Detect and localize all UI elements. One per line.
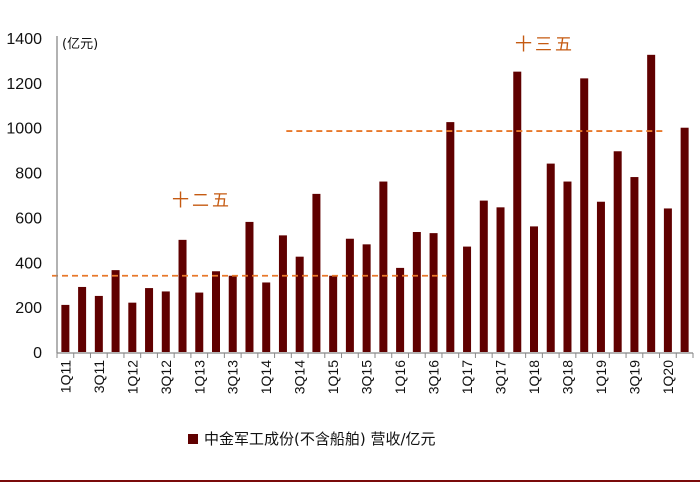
bar-1Q13: [195, 292, 204, 352]
bar-2Q14: [278, 235, 287, 352]
x-tick-label: 1Q19: [593, 360, 609, 394]
bar-3Q14: [295, 256, 304, 352]
bar-2Q11: [78, 286, 87, 352]
bar-3Q13: [228, 275, 237, 352]
bar-4Q18: [580, 78, 589, 352]
bar-3Q15: [362, 244, 371, 352]
y-tick-label: 800: [15, 166, 42, 183]
bar-4Q12: [178, 239, 187, 352]
bar-3Q16: [429, 233, 438, 352]
bar-1Q19: [596, 201, 605, 352]
bar-2Q18: [546, 163, 555, 352]
bar-4Q13: [245, 221, 254, 352]
bar-4Q14: [312, 193, 321, 352]
x-tick-label: 3Q19: [626, 360, 642, 394]
bar-1Q18: [530, 226, 538, 352]
x-tick-label: 3Q12: [158, 360, 174, 394]
bar-1Q12: [128, 302, 137, 352]
bar-4Q15: [379, 181, 388, 352]
bar-2Q19: [613, 151, 622, 352]
x-tick-label: 1Q20: [660, 360, 676, 394]
x-tick-label: 1Q18: [526, 360, 542, 394]
bar-4Q11: [111, 270, 120, 352]
bar-3Q17: [496, 207, 505, 352]
bar-2Q16: [412, 232, 421, 352]
bar-1Q11: [61, 304, 70, 352]
bar-2Q12: [145, 288, 154, 352]
y-tick-label: 1400: [6, 31, 42, 48]
x-tick-label: 1Q13: [191, 360, 207, 394]
x-tick-label: 3Q14: [292, 360, 308, 394]
bar-2Q20: [680, 127, 689, 352]
unit-label: (亿元): [62, 37, 98, 52]
bar-1Q20: [663, 208, 672, 352]
bar-4Q17: [513, 71, 522, 353]
bottom-rule: [0, 480, 700, 482]
x-tick-label: 1Q11: [57, 360, 73, 393]
bar-1Q16: [396, 267, 405, 352]
x-tick-label: 1Q15: [325, 360, 341, 394]
bar-1Q17: [463, 246, 472, 352]
y-tick-label: 0: [33, 345, 42, 362]
y-tick-label: 600: [15, 210, 42, 227]
x-tick-label: 1Q17: [459, 360, 475, 394]
bar-2Q17: [479, 200, 488, 352]
bar-3Q19: [630, 177, 639, 352]
bar-1Q15: [329, 275, 338, 352]
x-tick-label: 1Q12: [124, 360, 140, 394]
bar-3Q12: [161, 291, 170, 352]
bar-3Q18: [563, 181, 572, 352]
period-label-2: 十三五: [515, 35, 575, 55]
x-tick-label: 3Q16: [426, 360, 442, 394]
period-label-1: 十二五: [172, 191, 232, 211]
bar-1Q14: [262, 282, 271, 352]
legend-label: 中金军工成份(不含船舶) 营收/亿元: [204, 430, 436, 448]
legend-swatch: [188, 433, 198, 444]
x-tick-label: 3Q11: [91, 360, 107, 393]
legend: 中金军工成份(不含船舶) 营收/亿元: [188, 428, 436, 449]
y-tick-label: 1200: [6, 76, 42, 93]
x-tick-label: 3Q18: [559, 360, 575, 394]
x-tick-label: 3Q13: [225, 360, 241, 394]
bar-2Q13: [212, 271, 220, 352]
bar-4Q19: [647, 54, 656, 352]
y-tick-label: 200: [15, 300, 42, 317]
bar-4Q16: [446, 122, 455, 352]
bar-3Q11: [94, 295, 103, 352]
x-tick-label: 3Q17: [493, 360, 509, 394]
y-tick-label: 400: [15, 255, 42, 272]
x-tick-label: 1Q16: [392, 360, 408, 394]
x-tick-label: 3Q15: [359, 360, 375, 394]
x-tick-label: 1Q14: [258, 360, 274, 394]
y-tick-label: 1000: [6, 121, 42, 138]
bar-2Q15: [345, 238, 354, 352]
